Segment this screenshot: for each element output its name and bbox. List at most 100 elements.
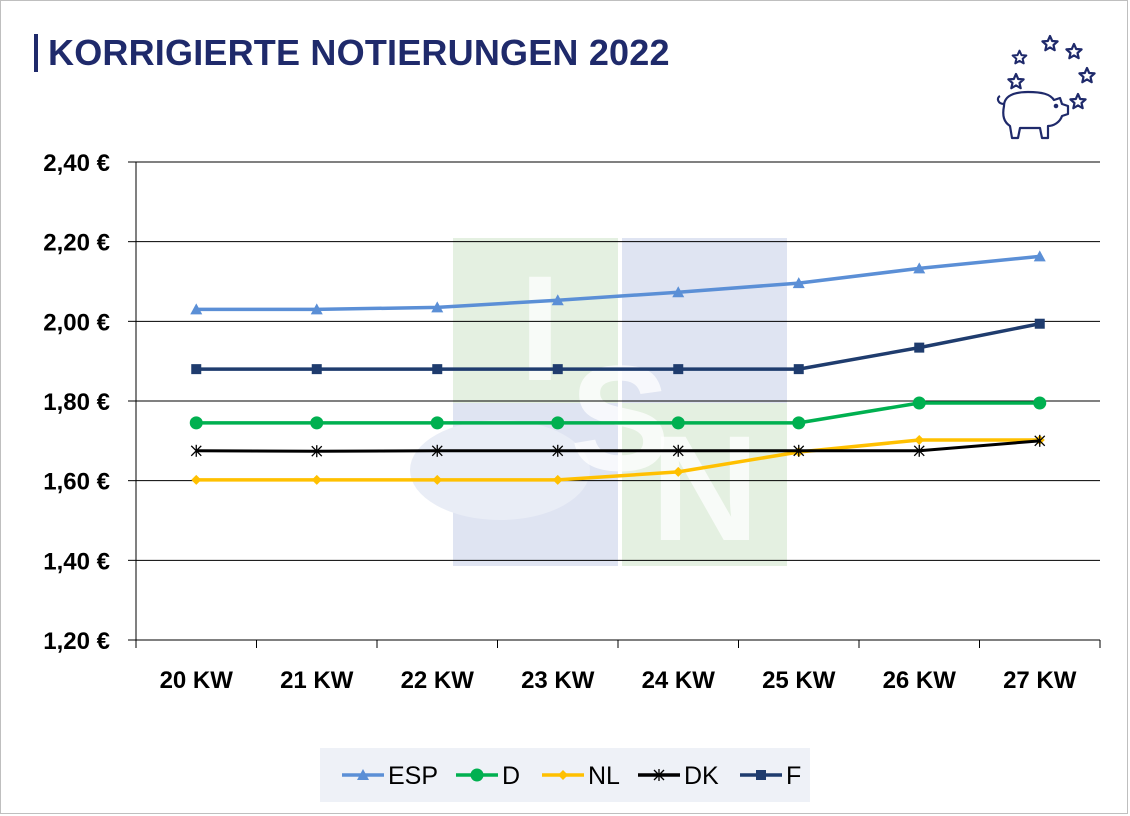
- data-point: [672, 286, 685, 298]
- series-d: [189, 396, 1047, 430]
- series-esp: [190, 250, 1046, 315]
- legend-entry-nl: NL: [542, 762, 620, 790]
- data-point: [191, 364, 202, 375]
- data-point: [551, 294, 564, 306]
- data-point: [1033, 396, 1047, 410]
- legend-entry-esp: ESP: [342, 762, 438, 790]
- series-line: [196, 254, 1040, 312]
- data-point: [671, 416, 685, 430]
- y-tick-label: 1,20 €: [43, 628, 110, 655]
- x-tick-label: 21 KW: [280, 667, 354, 694]
- series-line: [196, 401, 1040, 425]
- legend-label: ESP: [388, 762, 438, 790]
- legend-label: NL: [588, 762, 620, 790]
- legend-label: DK: [684, 762, 719, 790]
- y-tick-label: 2,40 €: [43, 150, 110, 177]
- title-block: KORRIGIERTE NOTIERUNGEN 2022: [34, 32, 670, 74]
- data-point: [189, 416, 203, 430]
- x-tick-label: 23 KW: [521, 667, 595, 694]
- data-point: [914, 342, 925, 353]
- data-point: [1034, 318, 1045, 329]
- x-tick-label: 26 KW: [883, 667, 957, 694]
- data-point: [310, 416, 324, 430]
- data-point: [552, 474, 563, 485]
- legend-swatch-marker: [756, 770, 766, 780]
- data-point: [1034, 434, 1046, 447]
- data-point: [914, 435, 925, 446]
- legend-entry-dk: DK: [638, 762, 719, 790]
- title-accent-bar: [34, 34, 38, 72]
- star-icon: [1069, 92, 1087, 110]
- watermark-tile-blue: [622, 238, 787, 403]
- y-tick-label: 1,40 €: [43, 548, 110, 575]
- series-line: [196, 438, 1040, 482]
- x-tick-label: 25 KW: [762, 667, 836, 694]
- x-tick-label: 20 KW: [160, 667, 234, 694]
- axes: 1,20 € 1,40 € 1,60 € 1,80 € 2,00 € 2,20 € 2,40…: [43, 150, 1101, 694]
- data-point: [311, 474, 322, 485]
- y-tick-label: 2,20 €: [43, 230, 110, 257]
- star-icon: [1041, 34, 1059, 52]
- data-point: [792, 277, 805, 289]
- legend-swatch-marker: [558, 770, 568, 780]
- data-point: [310, 303, 323, 315]
- data-point: [673, 364, 684, 375]
- y-tick-label: 1,60 €: [43, 469, 110, 496]
- legend: ESP D NL DK F: [320, 748, 810, 802]
- data-point: [672, 444, 684, 457]
- legend-entry-d: D: [456, 762, 520, 790]
- data-point: [311, 445, 323, 458]
- data-point: [1033, 250, 1046, 262]
- data-point: [190, 303, 203, 315]
- star-icon: [1011, 49, 1028, 65]
- data-point: [913, 262, 926, 274]
- data-point: [311, 364, 322, 375]
- data-point: [190, 444, 202, 457]
- data-point: [432, 474, 443, 485]
- legend-swatch-marker: [357, 769, 369, 780]
- star-icon: [1065, 42, 1083, 60]
- watermark-tile-green: [622, 403, 787, 566]
- watermark-letter: I: [519, 244, 561, 412]
- grid-lines: [136, 161, 1100, 641]
- series-line: [196, 439, 1040, 453]
- star-icon: [1007, 72, 1025, 90]
- y-tick-label: 1,80 €: [43, 389, 110, 416]
- data-point: [552, 444, 564, 457]
- data-point: [431, 444, 443, 457]
- watermark-pig-shape: [410, 420, 590, 520]
- series-line: [196, 322, 1041, 371]
- data-point: [913, 444, 925, 457]
- data-point: [673, 466, 684, 477]
- isn-watermark: ISN: [410, 238, 787, 572]
- data-point: [552, 364, 563, 375]
- star-icon: [1078, 66, 1096, 84]
- series-lines: [189, 250, 1047, 485]
- x-tick-label: 24 KW: [642, 667, 716, 694]
- y-tick-label: 2,00 €: [43, 309, 110, 336]
- x-tick-label: 22 KW: [401, 667, 475, 694]
- series-dk: [190, 434, 1046, 458]
- legend-label: F: [786, 762, 801, 790]
- page-title: KORRIGIERTE NOTIERUNGEN 2022: [48, 32, 670, 73]
- data-point: [912, 396, 926, 410]
- pig-body: [1002, 90, 1070, 140]
- data-point: [191, 474, 202, 485]
- legend-swatch-marker: [470, 768, 484, 782]
- series-f: [191, 318, 1045, 375]
- legend-entries: ESP D NL DK F: [342, 762, 801, 790]
- data-point: [431, 301, 444, 313]
- legend-entry-f: F: [740, 762, 801, 790]
- legend-label: D: [502, 762, 520, 790]
- data-point: [793, 364, 804, 375]
- data-point: [792, 416, 806, 430]
- pig-with-stars-icon: [996, 34, 1096, 140]
- data-point: [793, 444, 805, 457]
- pig-tail: [996, 95, 1005, 106]
- data-point: [430, 416, 444, 430]
- watermark-letter: N: [651, 404, 759, 572]
- data-point: [551, 416, 565, 430]
- watermark-tile-green: [453, 238, 618, 403]
